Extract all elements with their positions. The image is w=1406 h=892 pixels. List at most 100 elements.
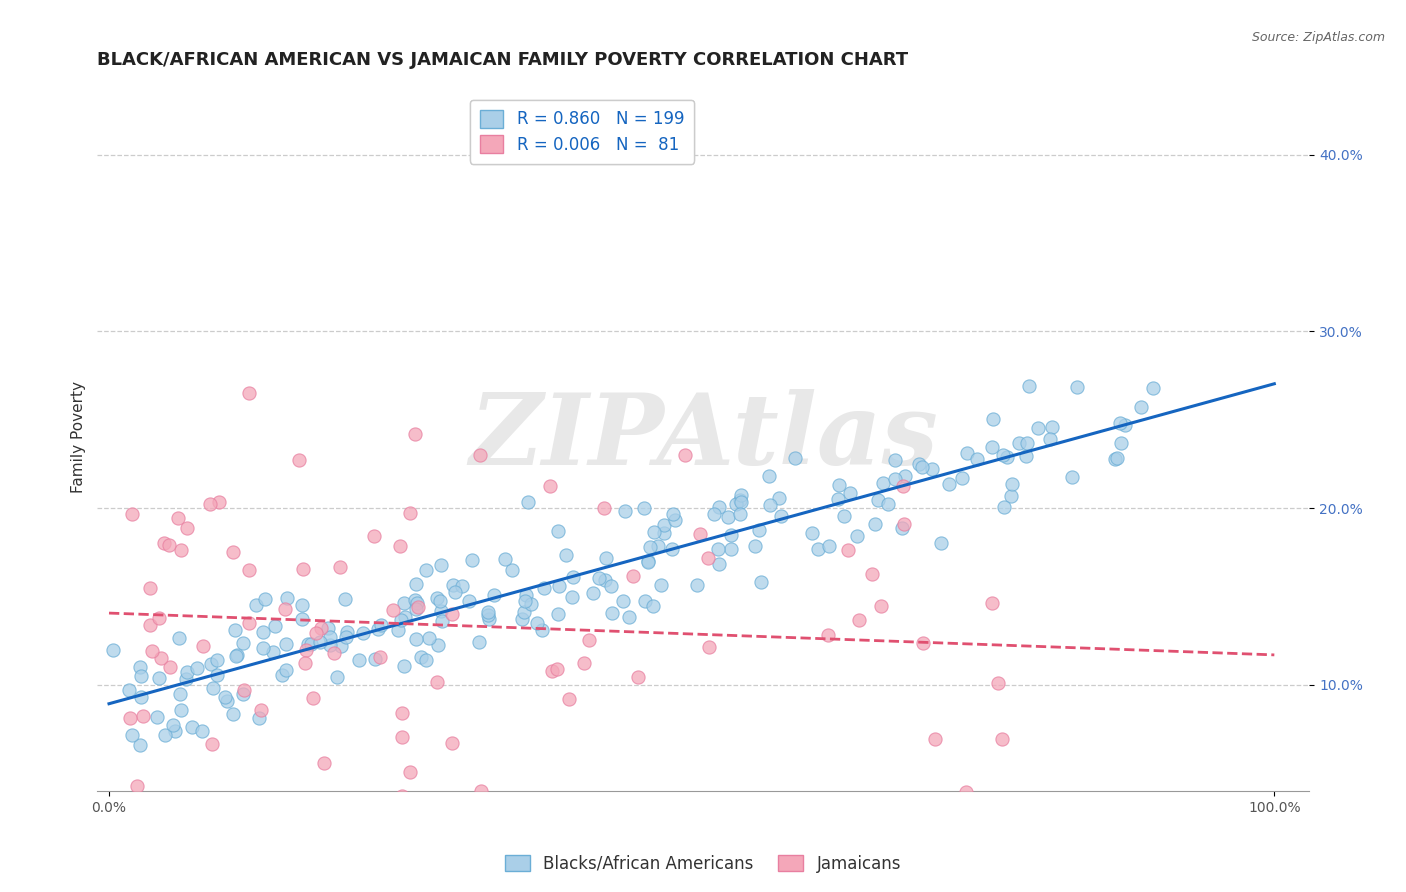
Point (800, 526, 823, 541)
Point (720, 542, 742, 557)
Point (1001, 477, 1024, 491)
Point (848, 801, 870, 815)
Point (617, 609, 640, 624)
Point (460, 553, 482, 567)
Point (186, 661, 208, 675)
Point (299, 637, 322, 651)
Point (368, 650, 391, 665)
Point (432, 614, 454, 628)
Point (623, 568, 645, 582)
Point (191, 723, 214, 738)
Text: Source: ZipAtlas.com: Source: ZipAtlas.com (1251, 31, 1385, 45)
Point (1109, 436, 1132, 450)
Point (894, 468, 917, 483)
Point (612, 594, 634, 608)
Point (561, 570, 583, 584)
Point (588, 571, 610, 585)
Point (323, 646, 346, 660)
Point (288, 453, 311, 467)
Point (845, 529, 868, 543)
Point (329, 560, 352, 574)
Point (987, 676, 1010, 690)
Point (707, 541, 730, 556)
Point (391, 789, 413, 803)
Point (921, 462, 943, 476)
Point (832, 508, 855, 523)
Point (893, 479, 915, 493)
Point (201, 681, 224, 696)
Point (159, 660, 181, 674)
Point (592, 501, 614, 516)
Point (169, 687, 191, 701)
Point (291, 612, 314, 626)
Point (252, 625, 274, 640)
Point (995, 450, 1018, 464)
Point (294, 657, 316, 671)
Point (627, 670, 650, 684)
Point (911, 459, 934, 474)
Point (247, 711, 270, 725)
Point (468, 635, 491, 649)
Point (316, 621, 339, 635)
Point (547, 524, 569, 538)
Point (893, 517, 915, 532)
Point (595, 551, 617, 566)
Point (201, 737, 224, 751)
Point (232, 635, 254, 649)
Point (153, 536, 176, 550)
Point (404, 593, 426, 607)
Point (468, 448, 491, 462)
Point (981, 412, 1004, 426)
Point (224, 624, 246, 638)
Point (717, 510, 740, 524)
Point (250, 702, 273, 716)
Point (578, 633, 600, 648)
Point (207, 668, 229, 682)
Point (1062, 470, 1084, 484)
Point (515, 588, 537, 602)
Point (121, 508, 143, 522)
Point (118, 711, 141, 725)
Point (730, 495, 752, 509)
Point (689, 526, 711, 541)
Point (1018, 379, 1040, 393)
Point (367, 622, 389, 636)
Point (768, 491, 790, 506)
Point (363, 529, 385, 543)
Point (326, 670, 349, 684)
Point (406, 599, 429, 614)
Point (335, 630, 357, 644)
Point (807, 542, 830, 557)
Point (291, 598, 314, 612)
Point (418, 631, 440, 645)
Point (1008, 435, 1031, 450)
Point (1066, 380, 1088, 394)
Point (837, 542, 859, 557)
Point (650, 578, 672, 592)
Point (931, 536, 953, 550)
Point (389, 539, 412, 553)
Point (129, 660, 152, 674)
Point (264, 619, 287, 633)
Point (759, 498, 782, 512)
Point (238, 616, 260, 631)
Point (262, 645, 284, 659)
Point (157, 538, 180, 552)
Point (730, 488, 752, 502)
Point (217, 693, 239, 707)
Point (309, 634, 332, 648)
Point (640, 540, 662, 554)
Point (690, 801, 713, 815)
Point (391, 706, 413, 720)
Point (238, 385, 260, 400)
Point (531, 623, 554, 637)
Point (149, 651, 172, 665)
Point (662, 508, 685, 522)
Point (647, 539, 669, 553)
Point (501, 563, 523, 577)
Point (399, 765, 422, 780)
Point (392, 596, 415, 610)
Point (643, 525, 665, 540)
Point (198, 497, 221, 511)
Point (398, 506, 420, 520)
